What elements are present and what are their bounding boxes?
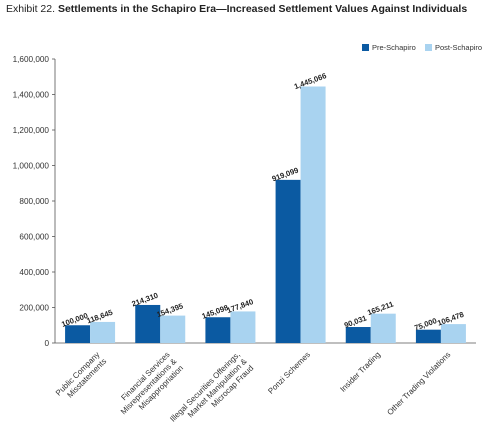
bar-pre-schapiro	[275, 179, 301, 343]
y-tick-label: 1,200,000	[13, 126, 50, 135]
bar-pre-schapiro	[135, 304, 161, 343]
x-category-label-line: Insider Trading	[338, 350, 382, 394]
bar-pre-schapiro	[345, 327, 371, 343]
y-tick-label: 1,600,000	[13, 55, 50, 64]
x-category-label: Illegal Securities Offerings,Market Mani…	[168, 350, 255, 437]
legend-swatch	[362, 44, 369, 51]
legend-label: Pre-Schapiro	[372, 43, 416, 52]
bar-post-schapiro	[90, 321, 116, 343]
bar-pre-schapiro	[65, 325, 91, 343]
y-tick-label: 0	[44, 339, 49, 348]
bar-post-schapiro	[160, 315, 186, 343]
x-category-label: Insider Trading	[338, 350, 382, 394]
y-tick-label: 600,000	[19, 233, 49, 242]
x-category-label-line: Ponzi Schemes	[266, 350, 312, 396]
bar-pre-schapiro	[415, 329, 441, 343]
y-tick-label: 400,000	[19, 268, 49, 277]
y-tick-label: 200,000	[19, 304, 49, 313]
bar-post-schapiro	[440, 324, 466, 343]
x-category-label: Ponzi Schemes	[266, 350, 312, 396]
bar-post-schapiro	[230, 311, 256, 343]
y-tick-label: 800,000	[19, 197, 49, 206]
exhibit-title: Settlements in the Schapiro Era—Increase…	[57, 3, 468, 15]
bar-post-schapiro	[300, 86, 326, 343]
x-category-label-line: Other Trading Violations	[385, 350, 452, 417]
legend-label: Post-Schapiro	[435, 43, 482, 52]
y-tick-label: 1,400,000	[13, 91, 50, 100]
legend-swatch	[425, 44, 432, 51]
chart-title: Exhibit 22. Settlements in the Schapiro …	[6, 3, 467, 15]
bar-pre-schapiro	[205, 317, 231, 343]
x-category-label: Other Trading Violations	[385, 350, 452, 417]
bar-post-schapiro	[370, 313, 396, 343]
x-category-label-line: Market Manipulation &	[186, 356, 249, 419]
x-category-label: Public CompanyMisstatements	[54, 350, 108, 404]
exhibit-number: Exhibit 22.	[6, 3, 56, 15]
y-tick-label: 1,000,000	[13, 162, 50, 171]
